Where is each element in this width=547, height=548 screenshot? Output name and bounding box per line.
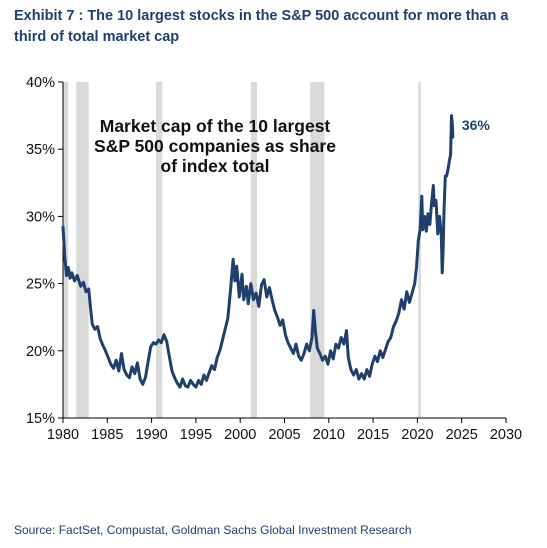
- x-tick-label: 2015: [357, 427, 389, 443]
- x-tick-label: 1995: [180, 427, 212, 443]
- source-note: Source: FactSet, Compustat, Goldman Sach…: [14, 523, 412, 537]
- exhibit-title: Exhibit 7 : The 10 largest stocks in the…: [14, 8, 509, 45]
- chart-annotation-line-3: of index total: [161, 156, 270, 176]
- y-tick-label: 30%: [26, 209, 55, 225]
- recession-band-1: [76, 82, 89, 418]
- x-tick-label: 2000: [224, 427, 256, 443]
- x-tick-label: 1980: [47, 427, 79, 443]
- x-tick-label: 2005: [268, 427, 300, 443]
- recession-band-5: [418, 82, 421, 418]
- x-tick-label: 2010: [313, 427, 345, 443]
- recession-band-2: [156, 82, 163, 418]
- recession-band-4: [310, 82, 325, 418]
- x-tick-labels: 1980 1985 1990 1995 2000 2005 2010 2015 2020 2025…: [47, 418, 522, 443]
- y-tick-label: 25%: [26, 277, 55, 293]
- chart-annotation-line-1: Market cap of the 10 largest: [100, 116, 331, 136]
- x-tick-label: 2020: [401, 427, 433, 443]
- x-tick-label: 1985: [91, 427, 123, 443]
- series-line-0: [61, 114, 455, 389]
- y-tick-label: 35%: [26, 142, 55, 158]
- recession-band-3: [250, 82, 258, 418]
- x-tick-label: 2025: [446, 427, 478, 443]
- y-tick-label: 40%: [26, 75, 55, 91]
- x-tick-label: 1990: [135, 427, 167, 443]
- y-tick-labels: 15% 20% 25% 30% 35% 40%: [26, 75, 63, 427]
- series-end-label: 36%: [462, 117, 491, 133]
- y-tick-label: 15%: [26, 411, 55, 427]
- chart-annotation-line-2: S&P 500 companies as share: [94, 136, 336, 156]
- y-tick-label: 20%: [26, 344, 55, 360]
- x-tick-label: 2030: [490, 427, 522, 443]
- series-lines: [61, 114, 455, 389]
